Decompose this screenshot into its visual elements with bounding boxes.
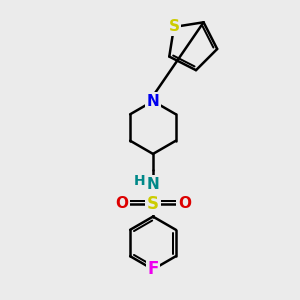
Text: O: O xyxy=(178,196,191,211)
Text: O: O xyxy=(115,196,128,211)
Text: S: S xyxy=(147,195,159,213)
Text: S: S xyxy=(169,20,179,34)
Text: F: F xyxy=(147,260,159,278)
Text: H: H xyxy=(134,174,145,188)
Text: N: N xyxy=(147,177,159,192)
Text: N: N xyxy=(147,94,159,109)
